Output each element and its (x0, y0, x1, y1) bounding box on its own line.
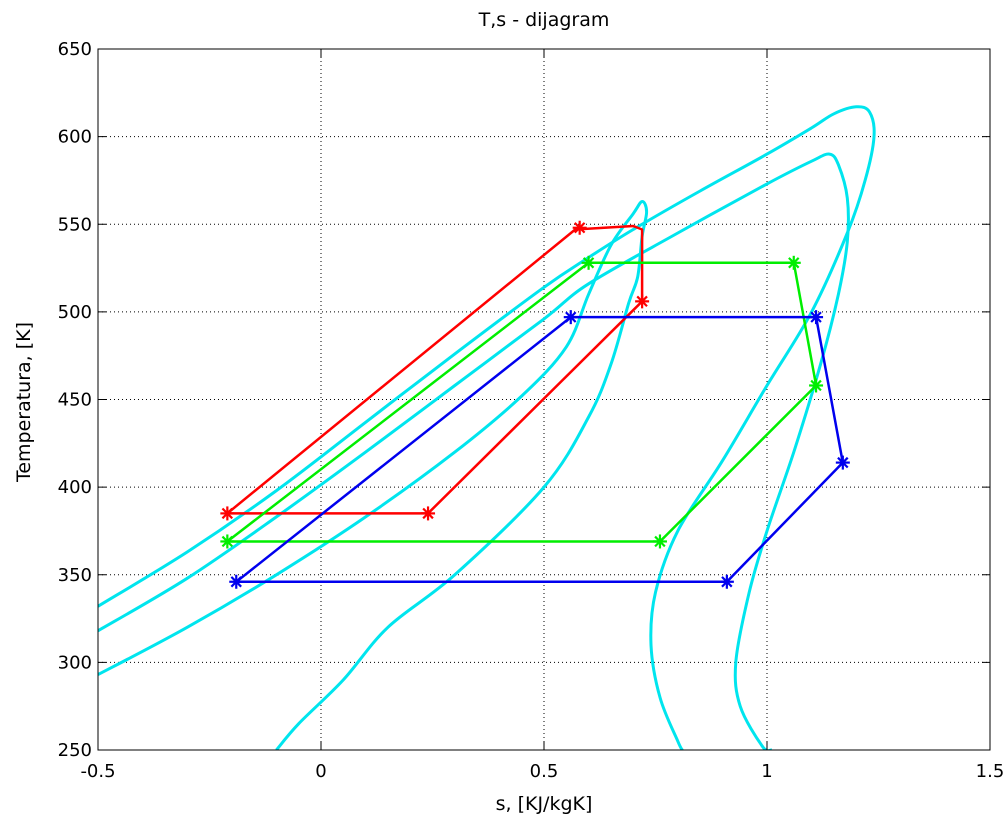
cycle-point-marker (581, 255, 596, 270)
cycle-point-marker (229, 574, 244, 589)
cycle-point-marker (220, 534, 235, 549)
cycle-point-marker (635, 294, 650, 309)
y-tick-label: 300 (58, 652, 92, 673)
y-tick-label: 500 (58, 302, 92, 323)
cycle-point-marker (572, 220, 587, 235)
cycle-line-2 (226, 261, 818, 543)
cycle-point-marker (786, 255, 801, 270)
x-axis-label: s, [KJ/kgK] (496, 793, 593, 815)
y-tick-label: 600 (58, 127, 92, 148)
y-axis-label: Temperatura, [K] (13, 322, 35, 483)
y-tick-label: 450 (58, 390, 92, 411)
x-tick-label: 0 (315, 761, 326, 782)
y-axis: 250 300 350 400 450 500 550 600 650 (58, 39, 990, 761)
cycle-series (220, 220, 850, 589)
y-tick-label: 350 (58, 565, 92, 586)
saturation-curve-3 (98, 105, 876, 750)
y-tick-label: 650 (58, 39, 92, 60)
x-tick-label: 1 (761, 761, 772, 782)
cycle-point-marker (421, 506, 436, 521)
y-tick-label: 550 (58, 214, 92, 235)
cycle-point-marker (809, 310, 824, 325)
x-tick-label: -0.5 (80, 761, 115, 782)
cycle-point-marker (563, 310, 578, 325)
chart-title: T,s - dijagram (478, 9, 610, 31)
saturation-curve-2 (98, 152, 850, 750)
y-tick-label: 250 (58, 740, 92, 761)
cycle-line-3 (235, 315, 845, 584)
x-tick-label: 0.5 (530, 761, 559, 782)
cycle-point-marker (809, 378, 824, 393)
x-tick-label: 1.5 (976, 761, 1004, 782)
x-axis: -0.5 0 0.5 1 1.5 (80, 49, 1004, 782)
cycle-point-marker (220, 506, 235, 521)
y-tick-label: 400 (58, 477, 92, 498)
cycle-point-marker (652, 534, 667, 549)
cycle-point-marker (835, 455, 850, 470)
cycle-point-marker (719, 574, 734, 589)
